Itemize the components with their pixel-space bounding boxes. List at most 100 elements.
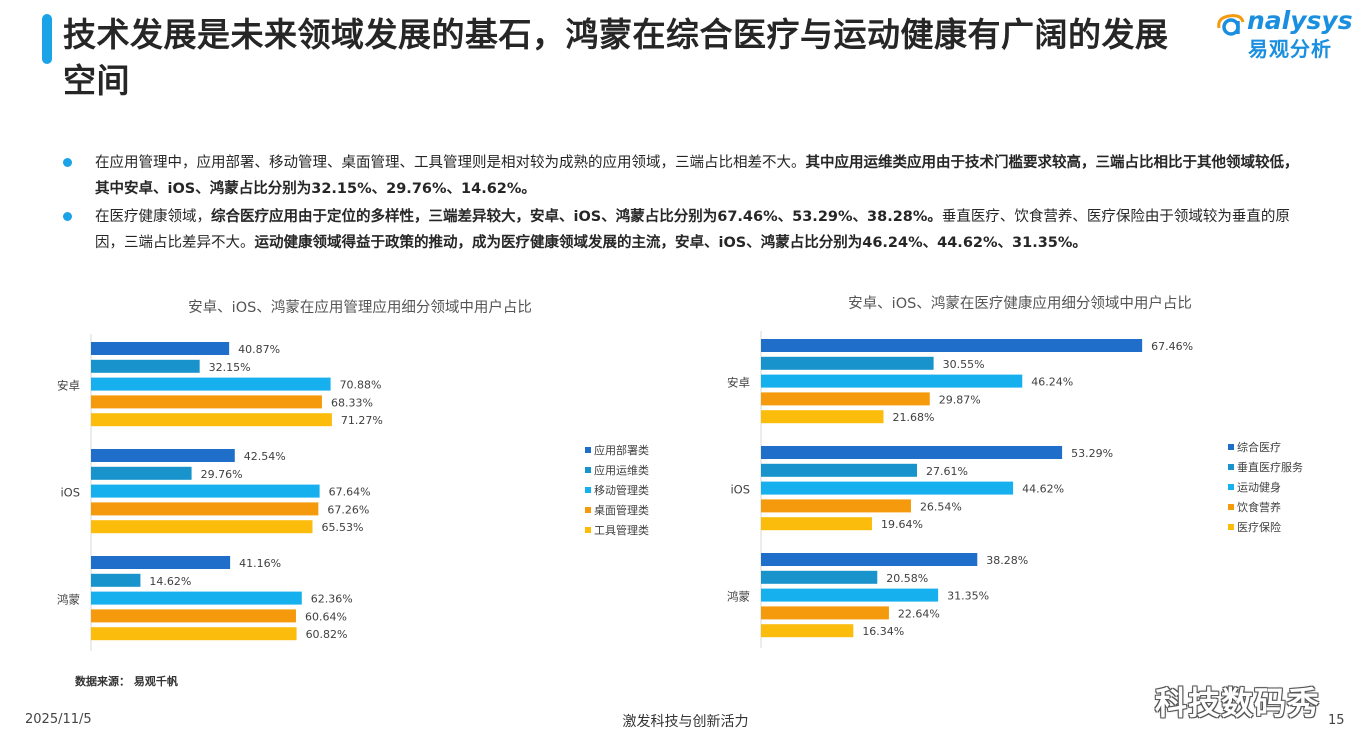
bar-value-label: 40.87% (238, 343, 280, 356)
bar-value-label: 29.87% (939, 393, 981, 406)
legend-label: 饮食营养 (1237, 500, 1281, 514)
bar (91, 573, 141, 587)
bar-value-label: 67.46% (1151, 340, 1193, 353)
bar (761, 446, 1063, 459)
legend-label: 工具管理类 (594, 523, 649, 537)
logo-text-en: nalysys (1247, 6, 1353, 35)
bullet-text: 在应用管理中，应用部署、移动管理、桌面管理、工具管理则是相对较为成熟的应用领域，… (95, 155, 806, 171)
bar (91, 627, 297, 641)
bar-value-label: 19.64% (881, 518, 923, 531)
legend-label: 垂直医疗服务 (1237, 460, 1303, 474)
bar (761, 499, 911, 513)
bar (761, 463, 917, 477)
bullet-bold-text: 运动健康领域得益于政策的推动，成为医疗健康领域发展的主流，安卓、iOS、鸿蒙占比… (254, 235, 1087, 251)
bar-value-label: 46.24% (1031, 376, 1073, 389)
bullet-bold-text: 综合医疗应用由于定位的多样性，三端差异较大，安卓、iOS、鸿蒙占比分别为67.4… (211, 209, 942, 225)
bar-value-label: 60.82% (306, 628, 348, 641)
bullet-dot-icon (63, 212, 72, 221)
category-label: iOS (730, 483, 750, 497)
legend-swatch (585, 467, 591, 473)
bar-value-label: 60.64% (305, 610, 347, 623)
page-title: 技术发展是未来领域发展的基石，鸿蒙在综合医疗与运动健康有广阔的发展空间 (63, 15, 1169, 100)
legend-swatch (1228, 524, 1234, 530)
bar (91, 395, 322, 409)
bar (761, 624, 854, 638)
legend-label: 应用运维类 (594, 463, 649, 477)
bar (761, 588, 939, 602)
category-label: 安卓 (57, 379, 80, 393)
bar-value-label: 21.68% (892, 411, 934, 424)
legend-swatch (585, 447, 591, 453)
category-label: 鸿蒙 (727, 590, 750, 604)
bar (761, 392, 930, 406)
bar (761, 570, 878, 584)
bar-value-label: 26.54% (920, 500, 962, 513)
data-source: 数据来源： 易观千帆 (75, 675, 178, 688)
legend-label: 运动健身 (1237, 480, 1281, 494)
bar (91, 556, 231, 569)
bar-value-label: 29.76% (201, 468, 243, 481)
bar-value-label: 53.29% (1071, 447, 1113, 460)
chart-title-app-management: 安卓、iOS、鸿蒙在应用管理应用细分领域中用户占比 (188, 300, 532, 316)
bar-value-label: 65.53% (321, 521, 363, 534)
bar-value-label: 42.54% (244, 450, 286, 463)
legend-swatch (585, 527, 591, 533)
bar (91, 609, 296, 623)
bar (761, 339, 1143, 352)
bar (761, 356, 934, 370)
bar-value-label: 44.62% (1022, 483, 1064, 496)
bar (91, 342, 230, 355)
bar (761, 410, 884, 424)
category-label: 鸿蒙 (57, 593, 80, 607)
bullet-bold-text: 其中应用运维类应用由于技术门槛要求较高，三端占比相比于其他领域较低，其中安卓、i… (95, 155, 1299, 197)
bar (761, 374, 1023, 388)
page-number: 15 (1328, 713, 1345, 728)
bullet-list: 在应用管理中，应用部署、移动管理、桌面管理、工具管理则是相对较为成熟的应用领域，… (62, 150, 1312, 258)
bar-value-label: 67.64% (329, 486, 371, 499)
bar-value-label: 41.16% (239, 557, 281, 570)
bar (91, 520, 313, 534)
legend-swatch (1228, 484, 1234, 490)
bar-value-label: 31.35% (947, 590, 989, 603)
bar-value-label: 67.26% (327, 503, 369, 516)
bullet-dot-icon (63, 158, 72, 167)
bullet-item: 在应用管理中，应用部署、移动管理、桌面管理、工具管理则是相对较为成熟的应用领域，… (62, 150, 1312, 202)
bar-value-label: 70.88% (340, 379, 382, 392)
watermark: 科技数码秀 (1155, 684, 1321, 722)
bullet-item: 在医疗健康领域，综合医疗应用由于定位的多样性，三端差异较大，安卓、iOS、鸿蒙占… (62, 204, 1312, 256)
bar (91, 484, 320, 498)
bar (91, 502, 319, 516)
legend-swatch (585, 487, 591, 493)
footer-slogan: 激发科技与创新活力 (622, 714, 749, 730)
bar-value-label: 30.55% (943, 358, 985, 371)
bar (91, 377, 331, 391)
legend-label: 桌面管理类 (594, 503, 649, 517)
bar-value-label: 16.34% (862, 625, 904, 638)
logo-text-cn: 易观分析 (1248, 37, 1332, 61)
bullet-text: 在医疗健康领域， (95, 209, 211, 225)
bar-value-label: 68.33% (331, 396, 373, 409)
legend-swatch (1228, 504, 1234, 510)
analysys-logo: nalysys 易观分析 (1215, 6, 1365, 76)
bar (761, 553, 978, 566)
footer-date: 2025/11/5 (25, 712, 92, 727)
bar (91, 449, 235, 462)
bar (91, 359, 200, 373)
bar (91, 413, 332, 427)
bar-value-label: 20.58% (886, 572, 928, 585)
bar (761, 481, 1014, 495)
legend-swatch (1228, 464, 1234, 470)
bar-value-label: 14.62% (149, 575, 191, 588)
chart-title-medical-health: 安卓、iOS、鸿蒙在医疗健康应用细分领域中用户占比 (848, 296, 1192, 312)
legend-swatch (1228, 444, 1234, 450)
bar-value-label: 62.36% (311, 593, 353, 606)
bar-value-label: 27.61% (926, 465, 968, 478)
bar-value-label: 32.15% (209, 361, 251, 374)
logo-swoosh-icon (1217, 14, 1245, 36)
legend-swatch (585, 507, 591, 513)
legend-label: 应用部署类 (594, 443, 649, 457)
legend-label: 移动管理类 (594, 483, 649, 497)
bullet-text: 垂直医疗、饮食营养、医疗保险由于领域较为垂直的原因，三端占比差异不大。 (95, 209, 1290, 251)
